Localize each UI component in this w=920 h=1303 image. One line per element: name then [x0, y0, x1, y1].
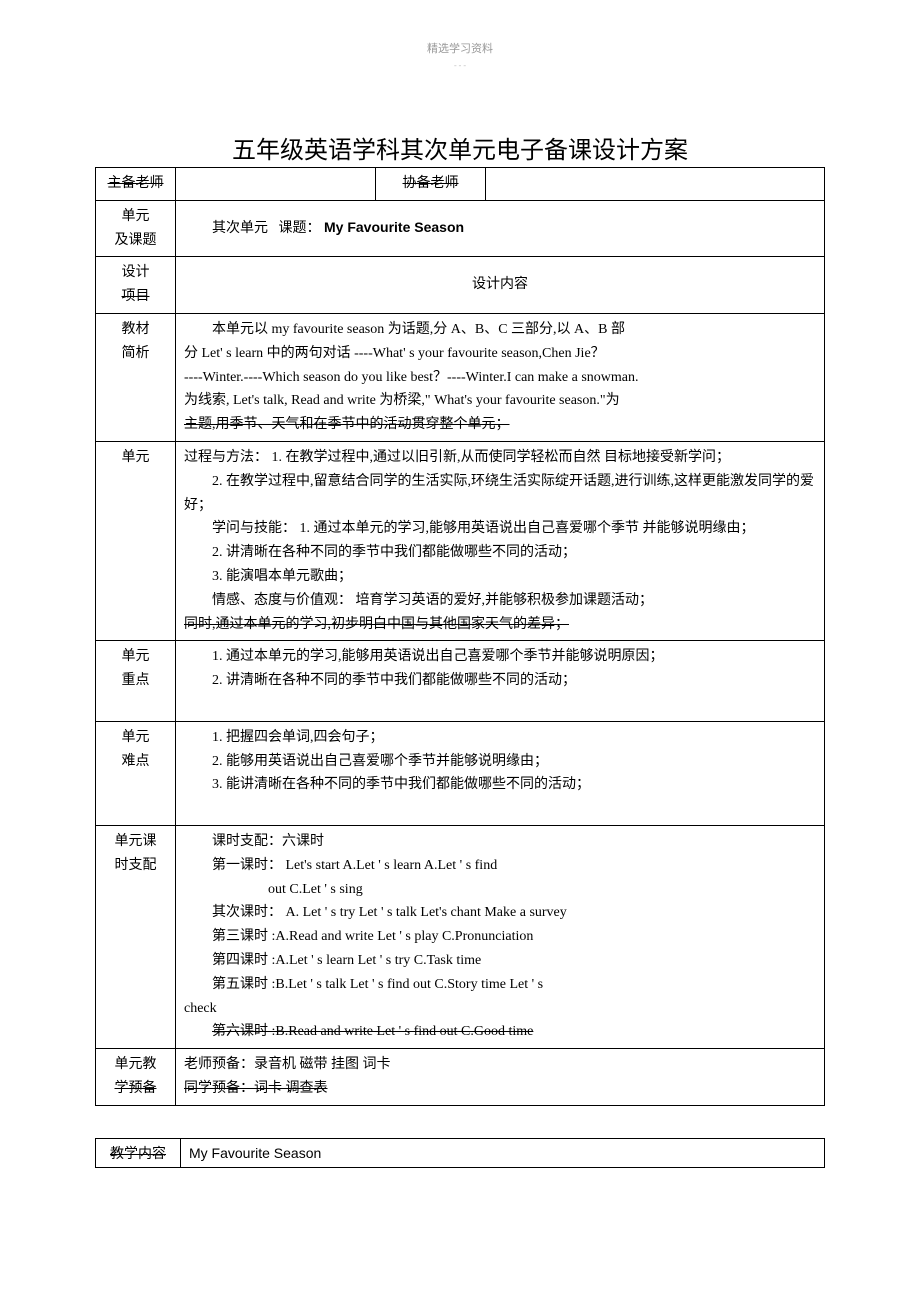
goals-p1: 过程与方法： 1. 在教学过程中,通过以旧引新,从而使同学轻松而自然 目标地接受… [184, 446, 816, 470]
label-unit-topic: 单元及课题 [96, 200, 176, 257]
goals-p3: 学问与技能： 1. 通过本单元的学习,能够用英语说出自己喜爱哪个季节 并能够说明… [184, 517, 816, 541]
cell-main-teacher-value [176, 168, 376, 201]
sched-p7: 第六课时 :B.Read and write Let ' s find out … [184, 1020, 816, 1044]
sched-p5: 第四课时 :A.Let ' s learn Let ' s try C.Task… [184, 949, 816, 973]
label-focus: 单元重点 [96, 641, 176, 721]
row-unit-focus: 单元重点 1. 通过本单元的学习,能够用英语说出自己喜爱哪个季节并能够说明原因；… [96, 641, 825, 721]
material-p3: ----Winter.----Which season do you like … [184, 366, 816, 390]
label-material: 教材简析 [96, 313, 176, 441]
material-p2: 分 Let' s learn 中的两句对话 ----What' s your f… [184, 342, 816, 366]
label-design-item: 设计项目 [96, 257, 176, 314]
watermark-line1: 精选学习资料 [95, 40, 825, 56]
label-teach-content: 教学内容 [110, 1147, 166, 1162]
goals-p6: 情感、态度与价值观： 培育学习英语的爱好,并能够积极参加课题活动； [184, 589, 816, 613]
label-schedule: 单元课时支配 [96, 825, 176, 1048]
row-unit-topic: 单元及课题 其次单元 课题： My Favourite Season [96, 200, 825, 257]
focus-p2: 2. 讲清晰在各种不同的季节中我们都能做哪些不同的活动； [184, 669, 816, 693]
sched-p3: 其次课时： A. Let ' s try Let ' s talk Let's … [184, 901, 816, 925]
material-p1: 本单元以 my favourite season 为话题,分 A、B、C 三部分… [184, 318, 816, 342]
label-co-teacher: 协备老师 [403, 176, 459, 191]
label-goals: 单元 [96, 441, 176, 640]
watermark-line2: - - - [95, 61, 825, 70]
row-unit-difficulty: 单元难点 1. 把握四会单词,四会句子； 2. 能够用英语说出自己喜爱哪个季节并… [96, 721, 825, 825]
goals-p2: 2. 在教学过程中,留意结合同学的生活实际,环绕生活实际绽开话题,进行训练,这样… [184, 470, 816, 518]
material-p5: 主题,用季节、天气和在季节中的活动贯穿整个单元； [184, 413, 816, 437]
goals-p5: 3. 能演唱本单元歌曲； [184, 565, 816, 589]
topic-label: 课题： [279, 221, 321, 236]
cell-co-teacher-value [486, 168, 825, 201]
sched-p4: 第三课时 :A.Read and write Let ' s play C.Pr… [184, 925, 816, 949]
sched-p2b: out C.Let ' s sing [184, 878, 816, 902]
diff-p2: 2. 能够用英语说出自己喜爱哪个季节并能够说明缘由； [184, 750, 816, 774]
diff-p1: 1. 把握四会单词,四会句子； [184, 726, 816, 750]
row-material-analysis: 教材简析 本单元以 my favourite season 为话题,分 A、B、… [96, 313, 825, 441]
second-table: 教学内容 My Favourite Season [95, 1138, 825, 1168]
prep-p2: 同学预备：词卡 调查表 [184, 1077, 816, 1101]
unit-prefix: 其次单元 [212, 221, 268, 236]
topic-value: My Favourite Season [324, 219, 464, 235]
row-design-header: 设计项目 设计内容 [96, 257, 825, 314]
focus-p1: 1. 通过本单元的学习,能够用英语说出自己喜爱哪个季节并能够说明原因； [184, 645, 816, 669]
label-main-teacher: 主备老师 [108, 176, 164, 191]
teach-content-value: My Favourite Season [181, 1138, 825, 1167]
row-unit-schedule: 单元课时支配 课时支配：六课时 第一课时： Let's start A.Let … [96, 825, 825, 1048]
row-unit-prep: 单元教学预备 老师预备：录音机 磁带 挂图 词卡 同学预备：词卡 调查表 [96, 1049, 825, 1106]
diff-p3: 3. 能讲清晰在各种不同的季节中我们都能做哪些不同的活动； [184, 773, 816, 797]
label-prep: 单元教学预备 [96, 1049, 176, 1106]
goals-p4: 2. 讲清晰在各种不同的季节中我们都能做哪些不同的活动； [184, 541, 816, 565]
row-unit-goals: 单元 过程与方法： 1. 在教学过程中,通过以旧引新,从而使同学轻松而自然 目标… [96, 441, 825, 640]
label-difficulty: 单元难点 [96, 721, 176, 825]
label-design-content: 设计内容 [176, 257, 825, 314]
row-teachers: 主备老师 协备老师 [96, 168, 825, 201]
main-table: 主备老师 协备老师 单元及课题 其次单元 课题： My Favourite Se… [95, 167, 825, 1106]
page-title: 五年级英语学科其次单元电子备课设计方案 [95, 130, 825, 165]
prep-p1: 老师预备：录音机 磁带 挂图 词卡 [184, 1053, 816, 1077]
goals-p7: 同时,通过本单元的学习,初步明白中国与其他国家天气的差异； [184, 613, 816, 637]
sched-p2: 第一课时： Let's start A.Let ' s learn A.Let … [184, 854, 816, 878]
sched-p6: 第五课时 :B.Let ' s talk Let ' s find out C.… [184, 973, 816, 997]
material-p4: 为线索, Let's talk, Read and write 为桥梁," Wh… [184, 389, 816, 413]
sched-p1: 课时支配：六课时 [184, 830, 816, 854]
sched-p6b: check [184, 997, 816, 1021]
row-teach-content: 教学内容 My Favourite Season [96, 1138, 825, 1167]
